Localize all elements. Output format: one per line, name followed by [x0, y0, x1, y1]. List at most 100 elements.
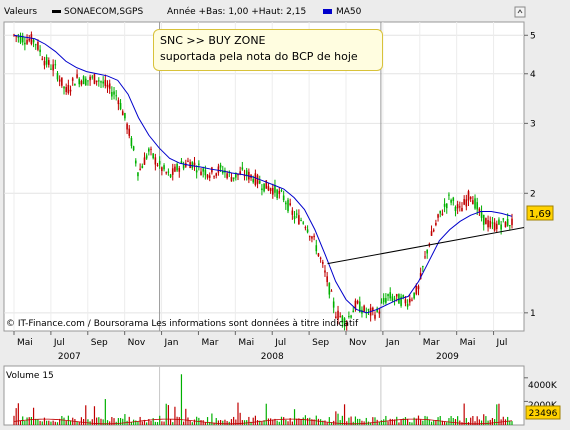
year-label: 2007 — [58, 352, 81, 362]
candle-body — [52, 64, 54, 71]
candle-body — [343, 318, 346, 327]
candle-body — [76, 74, 78, 78]
candle-body — [195, 170, 198, 173]
candle-body — [141, 165, 144, 169]
candle-body — [461, 207, 463, 212]
candle-body — [206, 174, 209, 178]
candle-body — [474, 198, 476, 209]
candle-body — [487, 220, 489, 228]
x-tick-label: Nov — [128, 338, 146, 348]
candle-body — [137, 172, 139, 177]
x-tick-label: Jul — [496, 338, 508, 348]
series-lines — [13, 34, 525, 314]
candle-body — [180, 161, 183, 164]
candle-body — [454, 206, 457, 212]
candle-body — [311, 236, 313, 239]
candle-body — [156, 164, 159, 166]
candle-body — [230, 177, 233, 182]
candle-body — [243, 175, 246, 177]
candle-body — [202, 168, 204, 172]
candle-body — [267, 186, 270, 191]
candle-body — [171, 168, 174, 175]
annotation-line-1: SNC >> BUY ZONE — [160, 34, 266, 47]
ma-legend-swatch — [323, 9, 332, 14]
candle-body — [372, 307, 374, 311]
candle-body — [459, 206, 461, 208]
x-tick-label: Mai — [460, 338, 476, 348]
current-price-tag: 1,69 — [526, 205, 554, 221]
volume-title: Volume 15 — [6, 371, 54, 381]
candle-body — [208, 175, 211, 178]
candle-body — [143, 157, 146, 165]
candle-body — [374, 314, 376, 319]
credit-text: © IT-Finance.com / Boursorama Les inform… — [6, 318, 359, 329]
candle-body — [415, 285, 418, 295]
candle-body — [341, 315, 344, 323]
x-tick-label: Nov — [349, 338, 367, 348]
candle-body — [324, 270, 326, 273]
candle-body — [261, 188, 263, 191]
candle-body — [509, 225, 511, 227]
header-values-label: Valeurs — [4, 7, 37, 17]
candle-body — [82, 76, 85, 85]
candle-body — [380, 302, 383, 304]
candle-body — [269, 188, 272, 191]
grid-lines — [4, 22, 524, 425]
candle-body — [443, 203, 446, 207]
candle-body — [413, 292, 415, 299]
candle-body — [63, 86, 65, 89]
candle-body — [419, 273, 422, 279]
candle-body — [121, 111, 124, 116]
annotation-line-2: suportada pela nota do BCP de hoje — [160, 50, 358, 63]
candle-body — [445, 203, 448, 209]
candle-body — [71, 78, 74, 81]
y-tick-label: 3 — [530, 119, 536, 129]
candle-body — [456, 204, 459, 209]
candle-body — [306, 229, 309, 233]
candle-body — [489, 220, 492, 228]
candle-body — [256, 175, 259, 184]
candle-body — [491, 222, 494, 224]
candle-body — [356, 300, 359, 304]
y-tick-label: 2 — [530, 189, 536, 199]
candle-body — [32, 39, 35, 43]
volume-plot-area — [3, 365, 525, 426]
corner-button[interactable] — [514, 6, 526, 18]
candle-body — [91, 76, 94, 78]
x-tick-label: Jan — [385, 338, 400, 348]
candle-body — [115, 95, 118, 97]
candle-body — [98, 80, 100, 82]
candle-body — [169, 174, 172, 178]
candle-body — [204, 169, 207, 176]
candle-body — [69, 89, 72, 92]
candle-body — [193, 162, 196, 166]
candle-body — [187, 160, 189, 162]
candle-body — [345, 322, 348, 326]
candle-body — [232, 177, 235, 179]
candle-body — [161, 167, 163, 172]
candle-body — [254, 173, 257, 186]
volume-current-label: 23496 — [529, 409, 558, 419]
candle-body — [315, 245, 318, 252]
candle-body — [87, 80, 89, 82]
candle-body — [28, 38, 31, 41]
candle-body — [295, 213, 298, 215]
candle-body — [504, 221, 507, 228]
candle-body — [337, 310, 339, 320]
candle-body — [148, 148, 150, 152]
candle-body — [308, 236, 311, 238]
candle-body — [439, 210, 442, 214]
header-ma-label: MA50 — [336, 7, 362, 17]
legend-header: Valeurs SONAECOM,SGPS Année +Bas: 1,00 +… — [4, 6, 362, 17]
candle-body — [485, 218, 487, 225]
candle-body — [113, 91, 115, 95]
x-tick-label: Mar — [201, 338, 218, 348]
candle-body — [406, 303, 409, 307]
candle-body — [65, 87, 67, 93]
candle-body — [285, 202, 287, 205]
y-tick-label: 4 — [530, 70, 536, 80]
candle-body — [478, 208, 481, 213]
candle-body — [93, 74, 96, 84]
candle-body — [132, 146, 135, 151]
candle-body — [465, 199, 468, 207]
